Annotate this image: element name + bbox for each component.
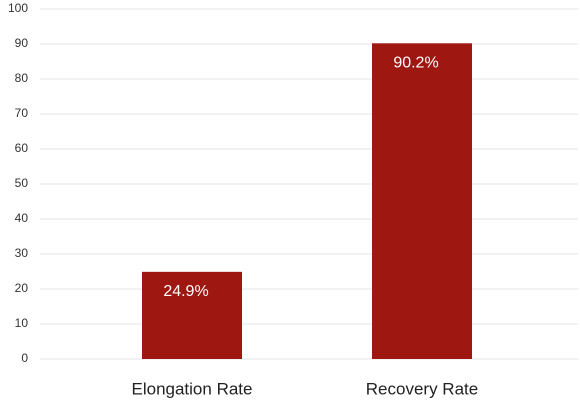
y-tick-label: 80 [15, 71, 29, 85]
y-tick-label: 70 [15, 106, 29, 120]
y-tick-label: 50 [15, 176, 29, 190]
value-label: 90.2% [393, 55, 438, 72]
x-tick-label: Elongation Rate [132, 379, 253, 398]
y-tick-label: 20 [15, 281, 29, 295]
bar [372, 43, 472, 360]
y-tick-label: 90 [15, 36, 29, 50]
x-tick-label: Recovery Rate [366, 379, 478, 398]
value-label: 24.9% [163, 283, 208, 300]
y-tick-label: 10 [15, 316, 29, 330]
bar [142, 271, 242, 359]
y-tick-label: 0 [21, 351, 28, 365]
y-tick-label: 60 [15, 141, 29, 155]
y-tick-label: 100 [8, 1, 28, 15]
y-tick-label: 30 [15, 246, 29, 260]
y-tick-label: 40 [15, 211, 29, 225]
